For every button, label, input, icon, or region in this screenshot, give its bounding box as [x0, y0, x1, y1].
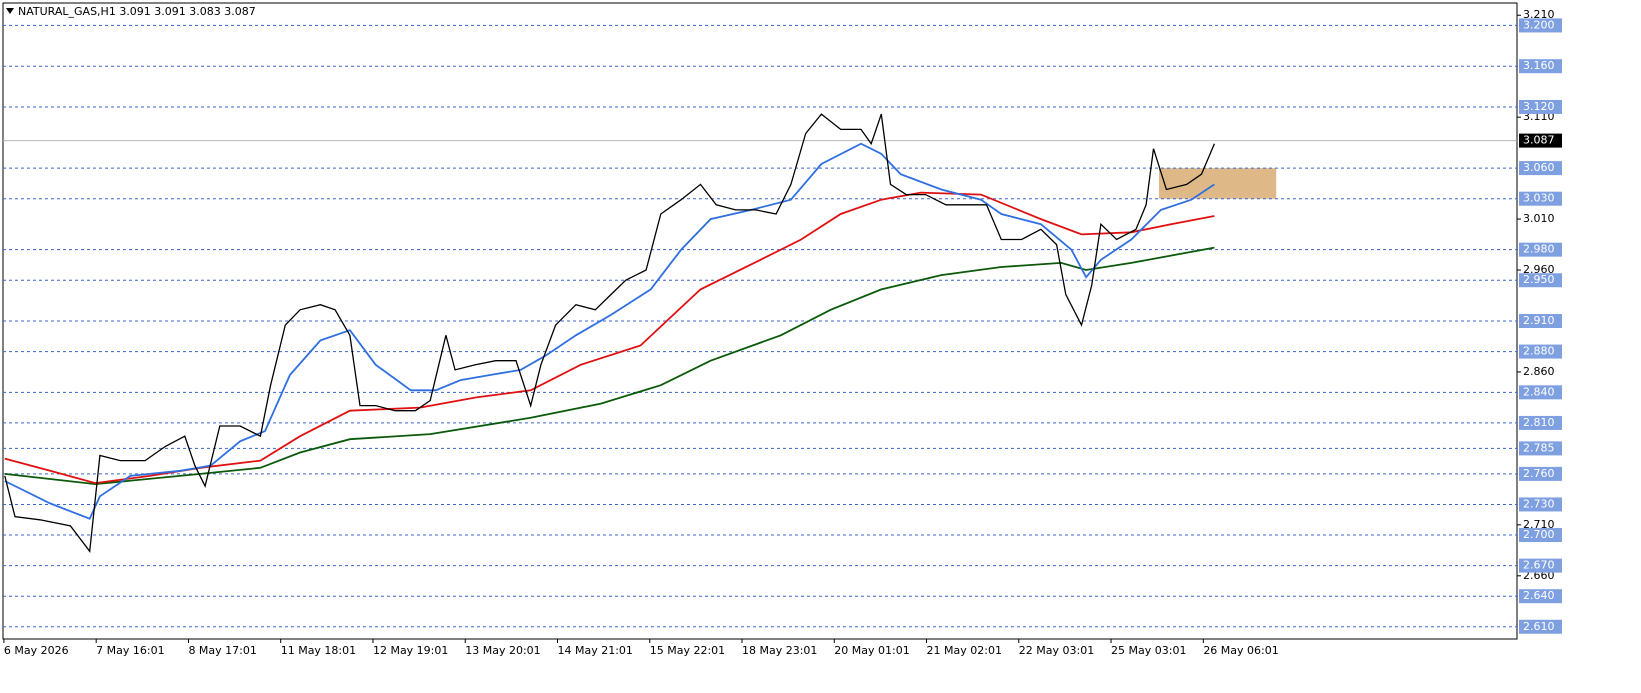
- level-label: 2.640: [1523, 589, 1555, 602]
- level-label: 3.060: [1523, 161, 1555, 174]
- level-label: 2.730: [1523, 497, 1555, 510]
- chart-title: NATURAL_GAS,H1 3.091 3.091 3.083 3.087: [18, 5, 256, 18]
- y-tick-label: 2.710: [1523, 518, 1555, 531]
- y-tick-label: 3.010: [1523, 212, 1555, 225]
- level-label-box: [1519, 415, 1562, 430]
- y-tick-label: 2.860: [1523, 365, 1555, 378]
- x-tick-label: 22 May 03:01: [1019, 644, 1094, 657]
- level-label: 2.760: [1523, 467, 1555, 480]
- level-label: 2.910: [1523, 314, 1555, 327]
- level-label-box: [1519, 161, 1562, 176]
- series-line: [4, 142, 1215, 520]
- level-label-box: [1519, 242, 1562, 257]
- x-tick-label: 7 May 16:01: [96, 644, 164, 657]
- level-label-box: [1519, 191, 1562, 206]
- level-label-box: [1519, 273, 1562, 288]
- level-label-box: [1519, 99, 1562, 114]
- level-label-box: [1519, 558, 1562, 573]
- level-label: 3.200: [1523, 18, 1555, 31]
- x-tick-label: 25 May 03:01: [1111, 644, 1186, 657]
- level-label: 2.840: [1523, 385, 1555, 398]
- level-label: 2.670: [1523, 559, 1555, 572]
- level-label: 2.880: [1523, 345, 1555, 358]
- level-label-box: [1519, 59, 1562, 74]
- x-tick-label: 21 May 02:01: [927, 644, 1002, 657]
- series-line: [4, 113, 1215, 553]
- level-label: 2.950: [1523, 273, 1555, 286]
- level-label-box: [1519, 466, 1562, 481]
- level-label-box: [1519, 18, 1562, 33]
- current-price-box: [1519, 133, 1562, 148]
- x-tick-label: 14 May 21:01: [557, 644, 632, 657]
- level-label-box: [1519, 441, 1562, 456]
- x-tick-label: 26 May 06:01: [1203, 644, 1278, 657]
- series-line: [4, 246, 1215, 486]
- x-tick-label: 18 May 23:01: [742, 644, 817, 657]
- level-label: 3.160: [1523, 59, 1555, 72]
- level-label: 2.610: [1523, 620, 1555, 633]
- zone: [1159, 168, 1277, 199]
- level-label: 2.785: [1523, 441, 1555, 454]
- x-tick-label: 15 May 22:01: [650, 644, 725, 657]
- level-label-box: [1519, 589, 1562, 604]
- x-tick-label: 12 May 19:01: [373, 644, 448, 657]
- menu-triangle[interactable]: [6, 8, 14, 14]
- level-label-box: [1519, 528, 1562, 543]
- x-tick-label: 11 May 18:01: [281, 644, 356, 657]
- y-tick-label: 2.960: [1523, 263, 1555, 276]
- current-price-label: 3.087: [1523, 134, 1555, 147]
- x-tick-label: 13 May 20:01: [465, 644, 540, 657]
- level-label: 2.980: [1523, 243, 1555, 256]
- level-label-box: [1519, 497, 1562, 512]
- level-label-box: [1519, 385, 1562, 400]
- level-label: 2.810: [1523, 416, 1555, 429]
- x-tick-label: 20 May 01:01: [834, 644, 909, 657]
- level-label-box: [1519, 314, 1562, 328]
- level-label: 2.700: [1523, 528, 1555, 541]
- level-label-box: [1519, 344, 1562, 359]
- x-tick-label: 8 May 17:01: [188, 644, 256, 657]
- x-tick-label: 6 May 2026: [4, 644, 69, 657]
- y-tick-label: 3.210: [1523, 8, 1555, 21]
- level-label: 3.030: [1523, 192, 1555, 205]
- level-label-box: [1519, 619, 1562, 634]
- level-label: 3.120: [1523, 100, 1555, 113]
